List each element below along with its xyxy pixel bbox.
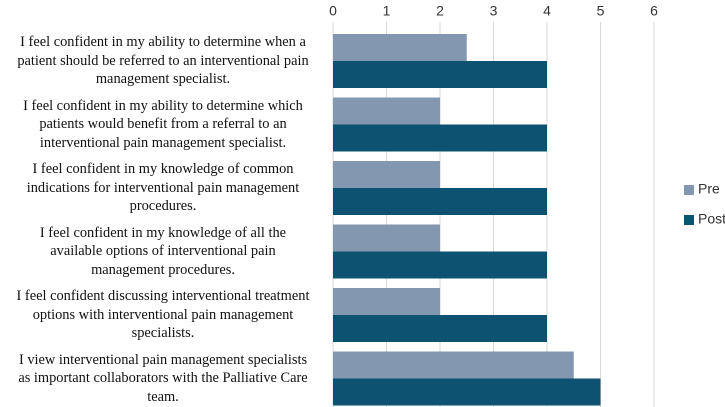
category-label-line: team.: [147, 388, 179, 405]
category-label-line: I view interventional pain management sp…: [18, 351, 308, 368]
legend-swatch-post: [684, 215, 694, 225]
x-tick-label-2: 2: [436, 3, 444, 19]
category-label-3: I feel confident in my knowledge of comm…: [0, 160, 326, 216]
category-label-line: I feel confident in my ability to determ…: [23, 97, 303, 114]
category-label-line: patients would benefit from a referral t…: [39, 116, 287, 133]
category-label-line: I feel confident in my knowledge of all …: [39, 224, 287, 241]
category-label-line: management specialist.: [95, 71, 231, 88]
bar-pre-6: [333, 351, 574, 379]
x-tick-label-4: 4: [543, 3, 551, 19]
bar-post-6: [333, 378, 601, 406]
bar-post-3: [333, 188, 547, 215]
x-tick-label-1: 1: [383, 3, 391, 19]
category-label-2: I feel confident in my ability to determ…: [0, 97, 326, 153]
bars: [333, 34, 601, 406]
bar-pre-2: [333, 97, 440, 125]
x-tick-label-3: 3: [490, 3, 498, 19]
category-label-line: specialists.: [131, 325, 195, 342]
category-label-line: I feel confident in my ability to determ…: [20, 34, 306, 51]
category-label-line: available options of interventional pain: [50, 243, 276, 260]
category-label-4: I feel confident in my knowledge of all …: [0, 224, 326, 280]
category-label-line: options with interventional pain managem…: [32, 306, 294, 323]
x-tick-label-6: 6: [650, 3, 658, 19]
category-label-5: I feel confident discussing intervention…: [0, 287, 326, 343]
bar-pre-1: [333, 34, 467, 61]
category-label-6: I view interventional pain management sp…: [0, 351, 326, 407]
x-tick-label-0: 0: [329, 3, 337, 19]
legend-label-post: Post: [698, 211, 725, 227]
bar-post-4: [333, 251, 547, 279]
legend-swatch-pre: [684, 185, 694, 195]
x-axis-ticks: 0 1 2 3 4 5 6: [329, 3, 658, 19]
category-label-line: as important collaborators with the Pall…: [18, 370, 308, 387]
legend: Pre Post: [684, 181, 725, 227]
bar-post-5: [333, 315, 547, 342]
x-tick-label-5: 5: [597, 3, 605, 19]
category-label-line: patient should be referred to an interve…: [17, 52, 309, 69]
category-label-line: I feel confident in my knowledge of comm…: [32, 161, 294, 178]
bar-post-1: [333, 61, 547, 88]
category-label-line: management procedures.: [91, 261, 235, 278]
category-label-line: interventional pain management specialis…: [39, 134, 287, 151]
category-label-line: procedures.: [129, 198, 197, 215]
bar-pre-4: [333, 224, 440, 252]
category-label-1: I feel confident in my ability to determ…: [0, 33, 326, 89]
bar-pre-3: [333, 161, 440, 188]
category-label-line: I feel confident discussing intervention…: [16, 288, 310, 305]
bar-post-2: [333, 124, 547, 152]
category-label-line: indications for interventional pain mana…: [26, 179, 300, 196]
bar-pre-5: [333, 288, 440, 315]
legend-label-pre: Pre: [698, 181, 720, 197]
